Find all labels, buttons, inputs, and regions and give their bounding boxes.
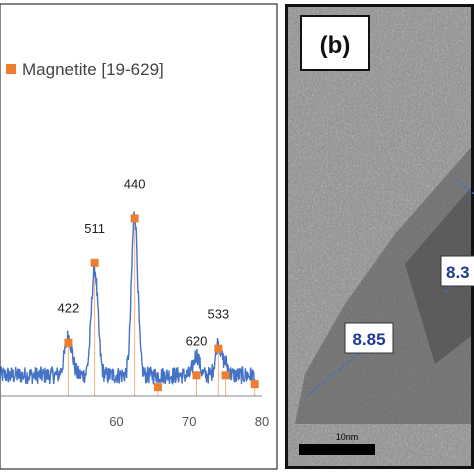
x-tick-label: 60 xyxy=(109,414,123,429)
peak-label: 511 xyxy=(84,221,105,236)
reference-marker xyxy=(192,371,201,380)
measurement-label-1: 8.85 xyxy=(352,330,385,349)
legend-label: Magnetite [19-629] xyxy=(22,60,164,79)
measurement-box-2 xyxy=(440,255,474,287)
measurement-label-2: 8.3 xyxy=(446,263,470,282)
reference-marker xyxy=(221,371,230,380)
reference-marker xyxy=(90,258,99,267)
x-tick-label: 70 xyxy=(182,414,196,429)
reference-marker xyxy=(214,344,223,353)
measurement-box-1 xyxy=(344,322,394,354)
peak-label: 440 xyxy=(124,176,146,191)
panel-label-box xyxy=(300,15,370,71)
x-tick-label: 80 xyxy=(255,414,269,429)
panel-label: (b) xyxy=(320,32,351,59)
reference-marker xyxy=(250,380,259,389)
chart-frame xyxy=(0,3,278,470)
scale-bar-label: 10nm xyxy=(336,432,359,442)
peak-label: 533 xyxy=(207,307,229,322)
x-tick-labels: 60 70 80 xyxy=(109,414,269,429)
scale-bar xyxy=(299,444,375,455)
reference-marker xyxy=(130,214,139,223)
xrd-chart-panel: 422 511 440 620 533 60 70 80 Magnetite [19-629… xyxy=(0,3,278,470)
particle-region xyxy=(295,144,474,424)
peak-label: 620 xyxy=(186,333,208,348)
xrd-pattern-line xyxy=(0,211,256,386)
reference-marker xyxy=(153,383,162,392)
reference-markers xyxy=(64,214,259,392)
legend-marker xyxy=(6,64,16,74)
measure-line-3 xyxy=(456,178,474,195)
tem-image-panel: (b) 8.85 8.3 10nm xyxy=(285,4,474,469)
tem-image: (b) 8.85 8.3 10nm xyxy=(285,4,474,469)
reference-marker xyxy=(64,338,73,347)
xrd-chart: 422 511 440 620 533 60 70 80 Magnetite [19-629… xyxy=(0,3,278,470)
peak-label: 422 xyxy=(58,301,80,316)
peak-labels: 422 511 440 620 533 xyxy=(58,176,230,348)
legend: Magnetite [19-629] xyxy=(6,60,164,79)
particle-dark-region xyxy=(405,184,474,364)
